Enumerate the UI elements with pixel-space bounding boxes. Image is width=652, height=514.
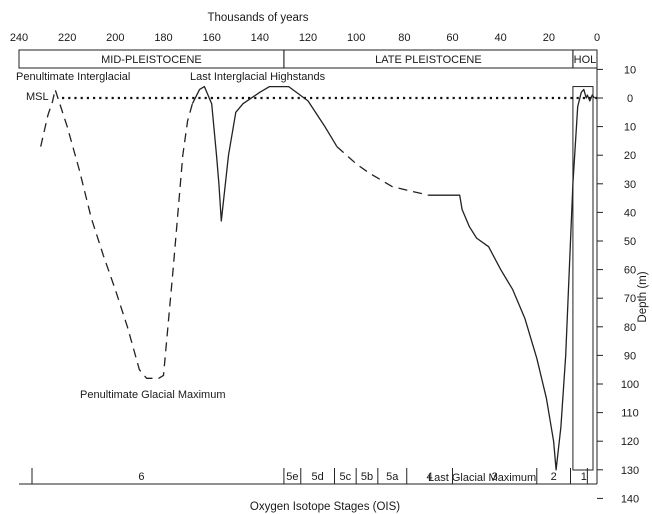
x-tick-labels: 240 220 200 180 160 140 120 100 80 60 40 20 0 xyxy=(10,32,600,44)
x-tick-label: 140 xyxy=(251,32,269,44)
y-tick-label: 10 xyxy=(624,122,636,134)
sea-level-segment-3 xyxy=(336,146,429,196)
stage-label: 2 xyxy=(551,471,557,483)
stage-label: 5a xyxy=(386,471,399,483)
x-tick-label: 40 xyxy=(495,32,507,44)
y-tick-label: 80 xyxy=(624,322,636,334)
x-tick-label: 120 xyxy=(299,32,317,44)
y-tick-label: 20 xyxy=(624,150,636,162)
sea-level-segment-4 xyxy=(428,88,596,471)
y-tick-label: 40 xyxy=(624,207,636,219)
ois-stage-axis: 6 5e 5d 5c 5b 5a 4 3 2 1 xyxy=(19,468,597,485)
x-tick-label: 80 xyxy=(398,32,410,44)
y-tick-label: 140 xyxy=(621,493,639,505)
sea-level-segment-1 xyxy=(40,88,194,379)
y-tick-label: 70 xyxy=(624,293,636,305)
annotation-label: Last Interglacial Highstands xyxy=(190,71,326,83)
y-tick-label: 120 xyxy=(621,436,639,448)
stage-label: 6 xyxy=(138,471,144,483)
y-tick-label: 50 xyxy=(624,236,636,248)
stage-label: 3 xyxy=(492,471,498,483)
period-box xyxy=(572,49,598,69)
x-tick-label: 0 xyxy=(594,32,600,44)
x-axis-label: Oxygen Isotope Stages (OIS) xyxy=(250,501,400,513)
y-tick-label: 130 xyxy=(621,465,639,477)
y-tick-label: 110 xyxy=(621,408,639,420)
stage-label: 5b xyxy=(361,471,373,483)
stage-label: 1 xyxy=(581,471,587,483)
sea-level-curve xyxy=(40,85,596,471)
stage-label: 5e xyxy=(286,471,298,483)
x-tick-label: 60 xyxy=(446,32,458,44)
annotation-label: Penultimate Glacial Maximum xyxy=(80,389,226,401)
y-axis-label: Depth (m) xyxy=(637,271,649,322)
y-tick-label: 60 xyxy=(624,265,636,277)
msl-label: MSL xyxy=(26,91,49,103)
y-tick-label: 30 xyxy=(624,179,636,191)
x-tick-label: 240 xyxy=(10,32,28,44)
stage-label: 5d xyxy=(312,471,324,483)
period-label: MID-PLEISTOCENE xyxy=(101,54,202,66)
stage-label: 4 xyxy=(427,471,433,483)
stage-label: 5c xyxy=(340,471,352,483)
annotations: Penultimate Interglacial Last Interglacia… xyxy=(16,71,536,484)
holocene-box xyxy=(572,86,594,471)
x-tick-label: 160 xyxy=(202,32,220,44)
period-label: HOL xyxy=(574,54,597,66)
period-label: LATE PLEISTOCENE xyxy=(375,54,482,66)
x-tick-label: 200 xyxy=(106,32,124,44)
annotation-label: Last Glacial Maximum xyxy=(428,472,536,484)
msl-line: MSL xyxy=(26,86,597,471)
y-tick-label: 90 xyxy=(624,350,636,362)
x-tick-label: 20 xyxy=(543,32,555,44)
y-tick-label: 10 xyxy=(624,64,636,76)
y-tick-label: 0 xyxy=(627,93,633,105)
period-bar: MID-PLEISTOCENE LATE PLEISTOCENE HOL xyxy=(18,49,598,69)
annotation-label: Penultimate Interglacial xyxy=(16,71,130,83)
chart-title: Thousands of years xyxy=(207,12,308,24)
sea-level-segment-2 xyxy=(191,85,338,222)
y-tick-label: 100 xyxy=(621,379,639,391)
x-tick-label: 180 xyxy=(154,32,172,44)
x-tick-label: 100 xyxy=(347,32,365,44)
x-tick-label: 220 xyxy=(58,32,76,44)
